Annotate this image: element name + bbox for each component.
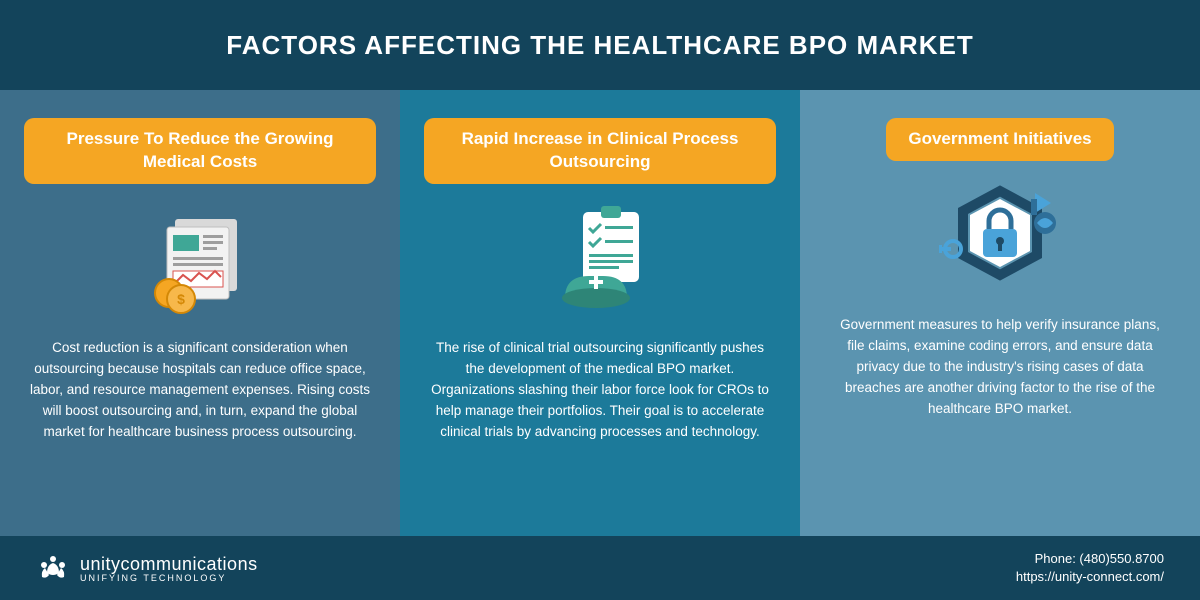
lock-hex-icon bbox=[935, 179, 1065, 299]
column-body: Government measures to help verify insur… bbox=[830, 315, 1170, 420]
column-body: Cost reduction is a significant consider… bbox=[30, 338, 370, 443]
column-clinical-outsourcing: Rapid Increase in Clinical Process Outso… bbox=[400, 90, 800, 536]
news-coins-icon: $ bbox=[145, 202, 255, 322]
brand-name: unitycommunications bbox=[80, 554, 258, 575]
columns-row: Pressure To Reduce the Growing Medical C… bbox=[0, 90, 1200, 536]
column-government: Government Initiatives bbox=[800, 90, 1200, 536]
brand: unitycommunications UNIFYING TECHNOLOGY bbox=[36, 551, 258, 585]
pill-title: Government Initiatives bbox=[886, 118, 1113, 161]
contact-info: Phone: (480)550.8700 https://unity-conne… bbox=[1016, 550, 1164, 586]
infographic-container: FACTORS AFFECTING THE HEALTHCARE BPO MAR… bbox=[0, 0, 1200, 600]
column-cost-pressure: Pressure To Reduce the Growing Medical C… bbox=[0, 90, 400, 536]
clipboard-hat-icon bbox=[545, 202, 655, 322]
header: FACTORS AFFECTING THE HEALTHCARE BPO MAR… bbox=[0, 0, 1200, 90]
svg-text:$: $ bbox=[177, 291, 185, 307]
column-body: The rise of clinical trial outsourcing s… bbox=[430, 338, 770, 443]
phone-text: Phone: (480)550.8700 bbox=[1016, 550, 1164, 568]
page-title: FACTORS AFFECTING THE HEALTHCARE BPO MAR… bbox=[226, 30, 973, 61]
pill-title: Pressure To Reduce the Growing Medical C… bbox=[24, 118, 376, 184]
pill-title: Rapid Increase in Clinical Process Outso… bbox=[424, 118, 776, 184]
brand-logo-icon bbox=[36, 551, 70, 585]
url-text: https://unity-connect.com/ bbox=[1016, 568, 1164, 586]
footer: unitycommunications UNIFYING TECHNOLOGY … bbox=[0, 536, 1200, 600]
